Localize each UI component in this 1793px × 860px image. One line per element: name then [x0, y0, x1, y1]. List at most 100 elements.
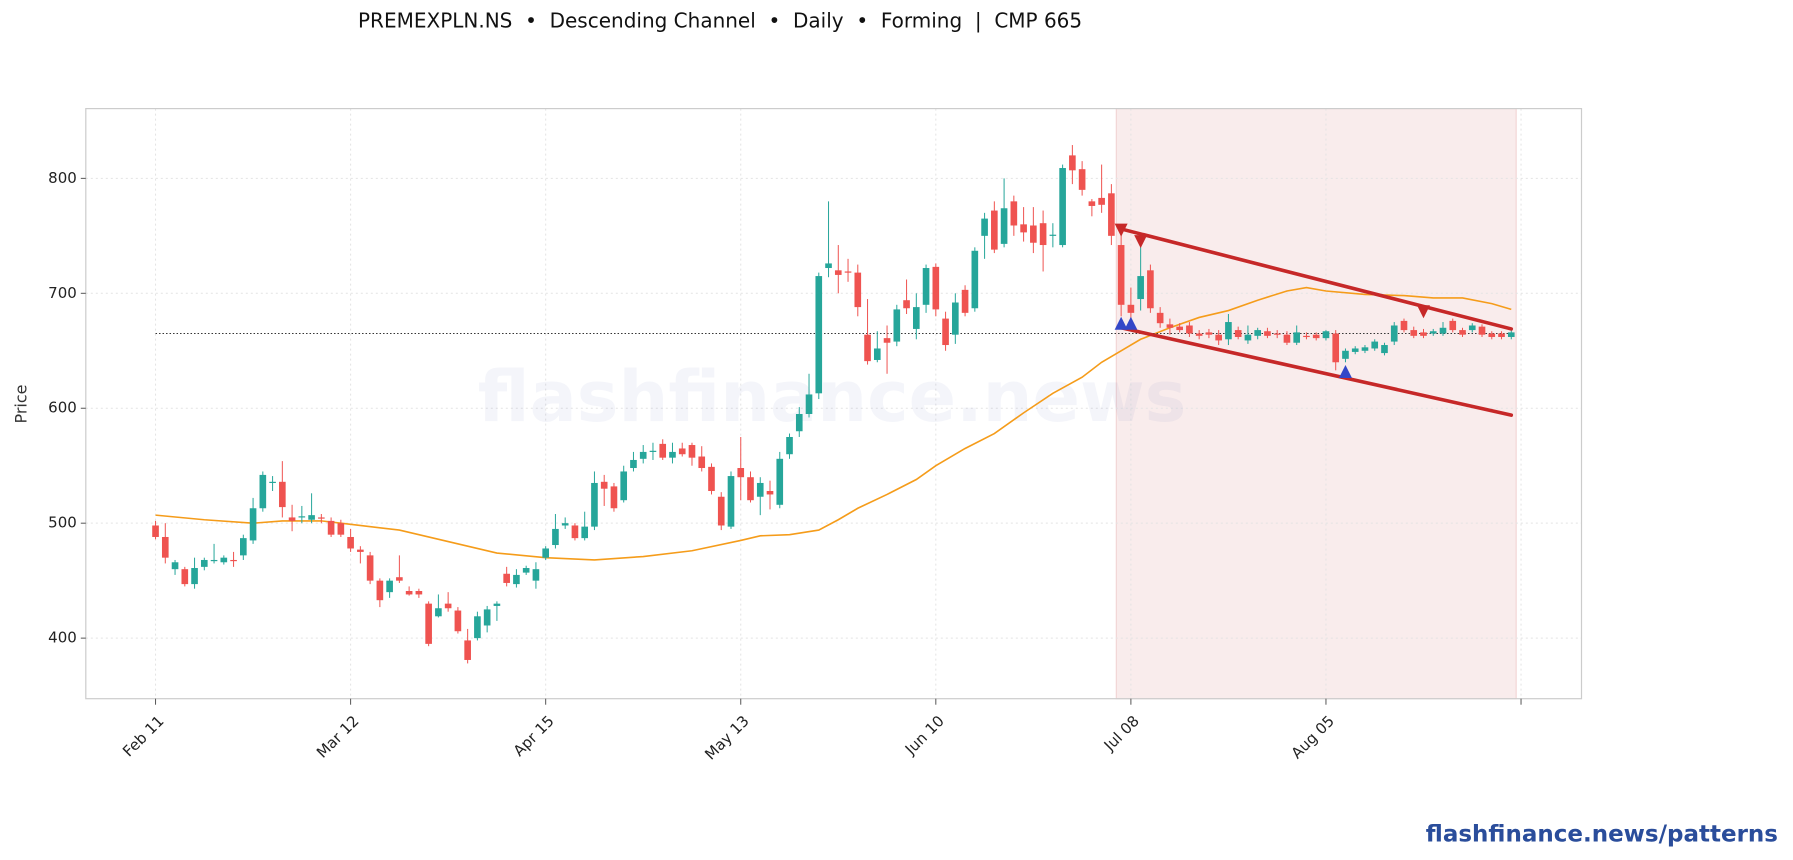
candle-body: [971, 250, 979, 309]
candle-body: [425, 603, 432, 644]
candle-body: [210, 559, 218, 562]
candle-body: [1478, 326, 1486, 335]
trough-marker: [1124, 316, 1138, 330]
candle-body: [903, 300, 910, 309]
candle-body: [1059, 168, 1066, 246]
candle-body: [435, 608, 442, 617]
candle-body: [747, 477, 754, 501]
candle-body: [1322, 331, 1330, 339]
chart-title: PREMEXPLN.NS • Descending Channel • Dail…: [358, 9, 1082, 33]
candle-body: [230, 559, 237, 562]
candle-body: [669, 451, 676, 458]
candle-body: [1186, 325, 1193, 334]
candle-body: [513, 574, 520, 585]
candle-body: [1195, 333, 1203, 336]
peak-marker: [1114, 223, 1128, 237]
candle-body: [298, 516, 306, 518]
candle-body: [386, 580, 393, 593]
candle-body: [981, 218, 988, 236]
candle-body: [415, 591, 423, 595]
candle-body: [727, 476, 735, 527]
candle-body: [1254, 330, 1261, 336]
candle-body: [1381, 345, 1388, 354]
candle-body: [1039, 223, 1047, 246]
candle-body: [756, 482, 764, 497]
candle-body: [1030, 225, 1037, 243]
candle-body: [815, 276, 823, 394]
candle-body: [873, 348, 881, 360]
candle-body: [776, 458, 784, 505]
candle-body: [825, 263, 832, 269]
y-tick-label: 800: [48, 169, 77, 187]
candle-body: [1215, 334, 1222, 341]
candle-body: [279, 481, 286, 508]
channel-line: [1119, 227, 1514, 331]
candle-body: [464, 640, 471, 660]
candle-body: [1351, 348, 1359, 352]
candle-body: [1147, 270, 1154, 309]
candle-body: [220, 557, 228, 563]
shade-layer: [1115, 108, 1517, 700]
candle-body: [1098, 197, 1105, 205]
candle-body: [522, 568, 530, 573]
candle-body: [376, 580, 384, 601]
candle-body: [737, 468, 745, 478]
candle-body: [1020, 224, 1027, 233]
candle-body: [405, 591, 413, 595]
y-tick-label: 400: [48, 629, 77, 647]
candle-body: [357, 549, 364, 552]
candle-body: [883, 338, 891, 343]
moving-average-line: [155, 286, 1512, 561]
candle-body: [1420, 332, 1427, 336]
candle-body: [922, 268, 930, 305]
candle-body: [698, 456, 706, 469]
candle-body: [1166, 324, 1174, 328]
candle-body: [1390, 325, 1398, 342]
y-axis-label: Price: [12, 384, 31, 423]
candle-body: [649, 450, 657, 452]
candle-body: [1303, 335, 1310, 338]
candle-body: [1283, 334, 1291, 343]
candle-body: [1127, 304, 1135, 313]
candle-body: [864, 334, 871, 362]
candle-body: [844, 271, 852, 273]
candle-body: [795, 413, 803, 432]
candle-body: [1293, 332, 1301, 343]
candle-body: [1108, 193, 1115, 236]
candle-body: [542, 548, 549, 558]
footer-link: flashfinance.news/patterns: [1426, 822, 1778, 848]
candle-body: [347, 536, 354, 549]
candle-body: [1205, 332, 1213, 335]
candle-body: [1429, 331, 1437, 334]
candle-body: [1410, 330, 1418, 336]
candle-body: [678, 448, 686, 455]
candle-body: [952, 302, 959, 335]
candle-body: [152, 525, 159, 537]
candle-body: [659, 443, 667, 458]
candle-body: [688, 445, 696, 458]
candle-body: [1010, 201, 1018, 226]
candle-body: [893, 309, 901, 342]
trough-marker: [1338, 364, 1352, 378]
candle-body: [1468, 325, 1476, 331]
y-tick-label: 500: [48, 514, 77, 532]
candle-body: [581, 526, 589, 539]
candle-body: [161, 536, 169, 558]
grid-layer: [85, 108, 1582, 699]
candle-body: [200, 559, 208, 567]
trough-marker: [1114, 316, 1128, 330]
candle-body: [337, 523, 345, 535]
candle-body: [708, 466, 715, 492]
y-tick-label: 700: [48, 284, 77, 302]
candle-body: [1400, 320, 1408, 331]
candle-body: [600, 481, 608, 489]
candle-body: [240, 538, 247, 556]
candle-body: [912, 307, 920, 329]
plot-border: [85, 107, 1583, 700]
candle-body: [1439, 327, 1447, 334]
candle-body: [1234, 330, 1242, 337]
candle-body: [1176, 326, 1183, 331]
candle-body: [483, 609, 491, 626]
candle-body: [854, 272, 862, 308]
candle-body: [1332, 333, 1340, 363]
